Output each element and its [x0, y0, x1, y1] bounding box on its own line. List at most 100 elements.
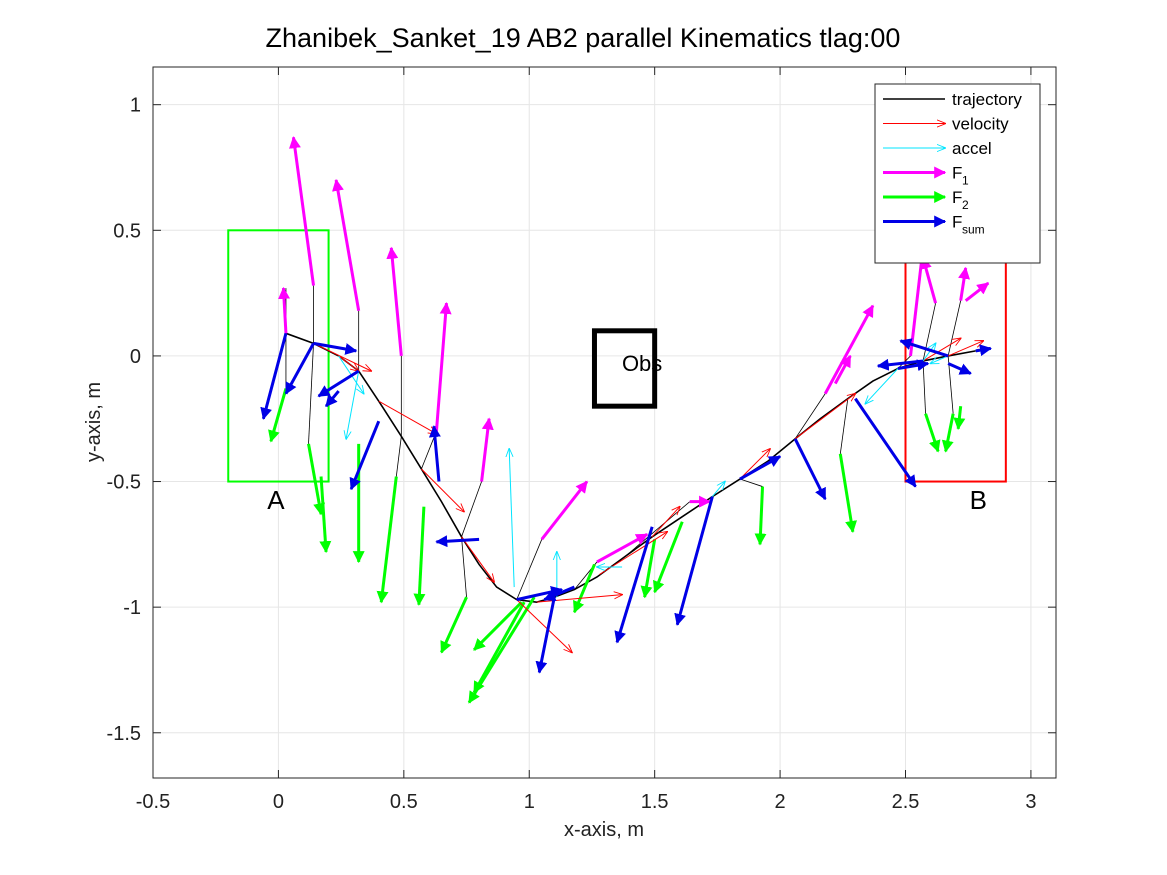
- y-axis-label: y-axis, m: [83, 382, 105, 462]
- F1-arrow: [332, 178, 361, 311]
- velocity-arrow: [516, 599, 572, 653]
- Fsum-arrow: [324, 390, 340, 408]
- Fsum-arrow: [535, 596, 556, 674]
- y-tick-label: 0: [130, 346, 141, 368]
- force-offset-line: [461, 481, 482, 537]
- force-offset-line: [461, 536, 467, 598]
- F1-arrow: [833, 354, 852, 385]
- force-offset-line: [516, 539, 543, 600]
- F1-arrow: [480, 417, 494, 482]
- accel-arrow: [922, 343, 936, 362]
- legend-F1-subscript: 1: [962, 174, 969, 188]
- Fsum-arrow: [284, 342, 315, 395]
- F2-arrow: [473, 601, 523, 651]
- x-tick-label: 1.5: [641, 791, 669, 813]
- F1-arrow: [434, 301, 452, 432]
- chart-title: Zhanibek_Sanket_19 AB2 parallel Kinemati…: [266, 23, 901, 53]
- accel-arrow: [346, 370, 360, 439]
- legend-F1-label: F: [952, 164, 962, 183]
- F2-arrow: [640, 539, 657, 599]
- force-offset-line: [308, 343, 314, 444]
- force-offset-line: [922, 303, 936, 362]
- y-tick-label: -0.5: [107, 472, 141, 494]
- Fsum-arrow: [739, 455, 782, 481]
- legend-trajectory-label: trajectory: [952, 90, 1022, 109]
- Fsum-arrow: [876, 358, 924, 371]
- velocity-arrow: [651, 507, 680, 538]
- F1-arrow: [540, 480, 589, 541]
- force-offset-line: [947, 355, 954, 414]
- obstacle-label: Obs: [622, 351, 662, 376]
- x-tick-label: 0.5: [390, 791, 418, 813]
- axis-ticks: -0.5 0 0.5 1 1.5 2 2.5 3 -1.5 -1 -0.5 0 0.5 1: [107, 67, 1056, 813]
- x-axis-label: x-axis, m: [564, 819, 644, 841]
- F1-arrow: [823, 304, 875, 395]
- F2-arrow: [413, 506, 426, 606]
- velocity-arrow: [338, 355, 359, 371]
- F2-arrow: [307, 443, 326, 516]
- Fsum-arrow: [899, 338, 949, 358]
- force-offset-line: [395, 436, 402, 477]
- velocity-arrow: [461, 536, 495, 582]
- accel-arrow: [711, 482, 725, 497]
- Fsum-arrow: [854, 397, 917, 488]
- F1-arrow: [278, 286, 291, 334]
- F2-arrow: [953, 406, 966, 430]
- velocity-arrow: [794, 394, 855, 440]
- F2-arrow: [573, 563, 596, 614]
- legend-velocity-label: velocity: [952, 115, 1009, 134]
- F1-arrow: [386, 246, 403, 357]
- accel-arrow: [931, 355, 949, 364]
- Fsum-arrow: [428, 425, 441, 482]
- F2-arrow: [653, 521, 684, 594]
- force-offset-line: [739, 478, 763, 487]
- x-tick-label: -0.5: [136, 791, 170, 813]
- F2-arrow: [319, 476, 332, 554]
- legend-F2-label: F: [952, 188, 962, 207]
- y-tick-label: 0.5: [113, 220, 141, 242]
- velocity-arrow: [313, 342, 372, 371]
- velocity-arrow: [378, 400, 437, 434]
- Fsum-arrow: [313, 341, 358, 355]
- force-offset-line: [794, 393, 826, 440]
- F1-arrow: [958, 266, 970, 301]
- legend-F2-subscript: 2: [962, 198, 969, 212]
- x-tick-label: 2.5: [892, 791, 920, 813]
- F2-arrow: [472, 601, 526, 694]
- F2-arrow: [376, 476, 398, 604]
- regionA-label: A: [267, 485, 285, 515]
- axes-frame: [152, 66, 1057, 779]
- F1-arrow: [964, 281, 990, 302]
- x-tick-label: 0: [273, 791, 284, 813]
- x-tick-label: 3: [1025, 791, 1036, 813]
- Fsum-arrow: [975, 344, 992, 357]
- velocity-arrow: [421, 468, 464, 512]
- F1-arrow: [920, 256, 938, 304]
- legend-Fsum-subscript: sum: [962, 223, 985, 237]
- y-tick-label: -1: [123, 597, 141, 619]
- regionA-box: [227, 229, 330, 483]
- x-tick-label: 1: [524, 791, 535, 813]
- regionB-label: B: [970, 485, 987, 515]
- F2-arrow: [941, 413, 955, 453]
- F1-arrow: [596, 532, 649, 564]
- legend-Fsum-label: F: [952, 213, 962, 232]
- obstacle-box: [591, 328, 658, 409]
- Fsum-arrow: [793, 438, 827, 501]
- Fsum-arrow: [435, 535, 480, 548]
- Fsum-arrow: [260, 332, 288, 420]
- accel-arrow: [509, 449, 515, 588]
- F2-arrow: [440, 596, 468, 654]
- force-offset-line: [947, 300, 962, 357]
- F2-arrow: [754, 486, 767, 546]
- Fsum-arrow: [674, 496, 714, 626]
- accel-arrow: [865, 368, 899, 403]
- Fsum-arrow: [317, 369, 360, 398]
- y-tick-label: -1.5: [107, 723, 141, 745]
- Fsum-arrow: [614, 526, 654, 644]
- velocity-arrow: [947, 341, 983, 357]
- F1-arrow: [288, 136, 316, 286]
- Fsum-arrow: [349, 420, 381, 491]
